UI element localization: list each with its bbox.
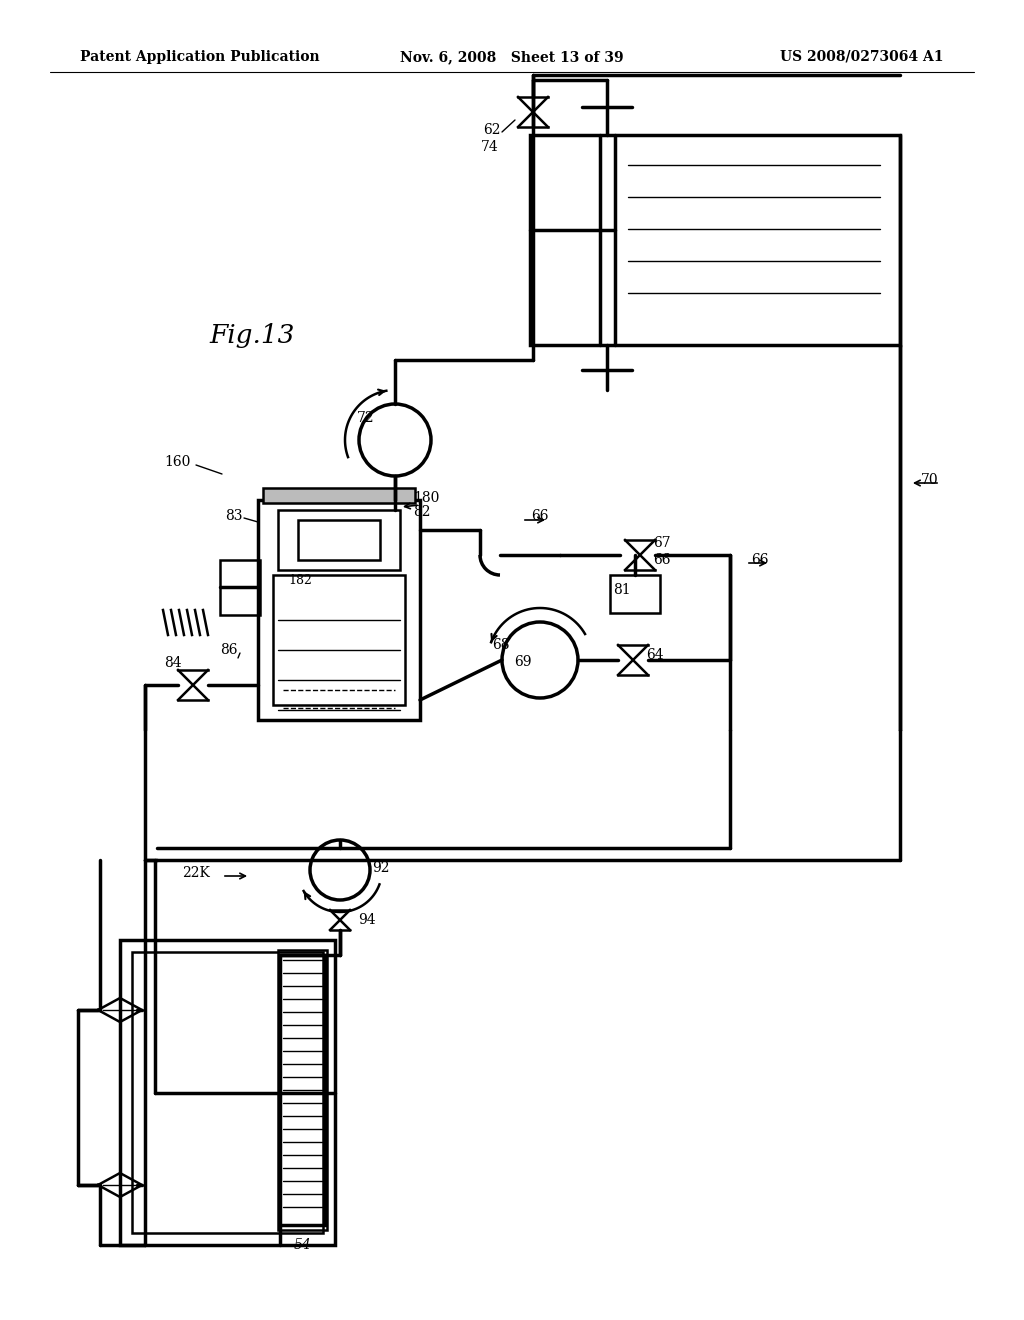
Text: Nov. 6, 2008   Sheet 13 of 39: Nov. 6, 2008 Sheet 13 of 39	[400, 50, 624, 63]
Text: 160: 160	[165, 455, 191, 469]
Circle shape	[310, 840, 370, 900]
Text: 92: 92	[372, 861, 389, 875]
Text: 94: 94	[358, 913, 376, 927]
Bar	[610, 576, 660, 612]
Bar	[530, 135, 900, 345]
Bar	[273, 576, 406, 705]
Text: 82: 82	[413, 506, 430, 519]
Bar	[298, 520, 380, 560]
Bar	[120, 940, 335, 1245]
Text: 69: 69	[514, 655, 531, 669]
Text: 180: 180	[413, 491, 439, 506]
Text: 81: 81	[613, 583, 631, 597]
Text: 70: 70	[922, 473, 939, 487]
Text: 62: 62	[483, 123, 501, 137]
Text: 66: 66	[752, 553, 769, 568]
Bar	[280, 954, 325, 1225]
Bar	[132, 952, 323, 1233]
Bar	[278, 950, 327, 1230]
Text: 64: 64	[646, 648, 664, 663]
Text: 86: 86	[220, 643, 238, 657]
Text: 54: 54	[294, 1238, 311, 1251]
Text: 66: 66	[653, 553, 671, 568]
Text: 84: 84	[164, 656, 182, 671]
Text: 182: 182	[288, 573, 312, 586]
Text: Fig.13: Fig.13	[209, 322, 295, 347]
Bar	[258, 500, 420, 719]
Text: 83: 83	[225, 510, 243, 523]
Text: 74: 74	[481, 140, 499, 154]
Circle shape	[359, 404, 431, 477]
Text: Patent Application Publication: Patent Application Publication	[80, 50, 319, 63]
Bar	[278, 510, 400, 570]
Circle shape	[502, 622, 578, 698]
Bar	[220, 560, 260, 615]
Text: 72: 72	[356, 411, 374, 425]
Text: 67: 67	[653, 536, 671, 550]
Bar	[263, 488, 415, 503]
Text: 66: 66	[531, 510, 549, 523]
Text: 68: 68	[493, 638, 510, 652]
Text: US 2008/0273064 A1: US 2008/0273064 A1	[780, 50, 944, 63]
Text: 22K: 22K	[182, 866, 210, 880]
